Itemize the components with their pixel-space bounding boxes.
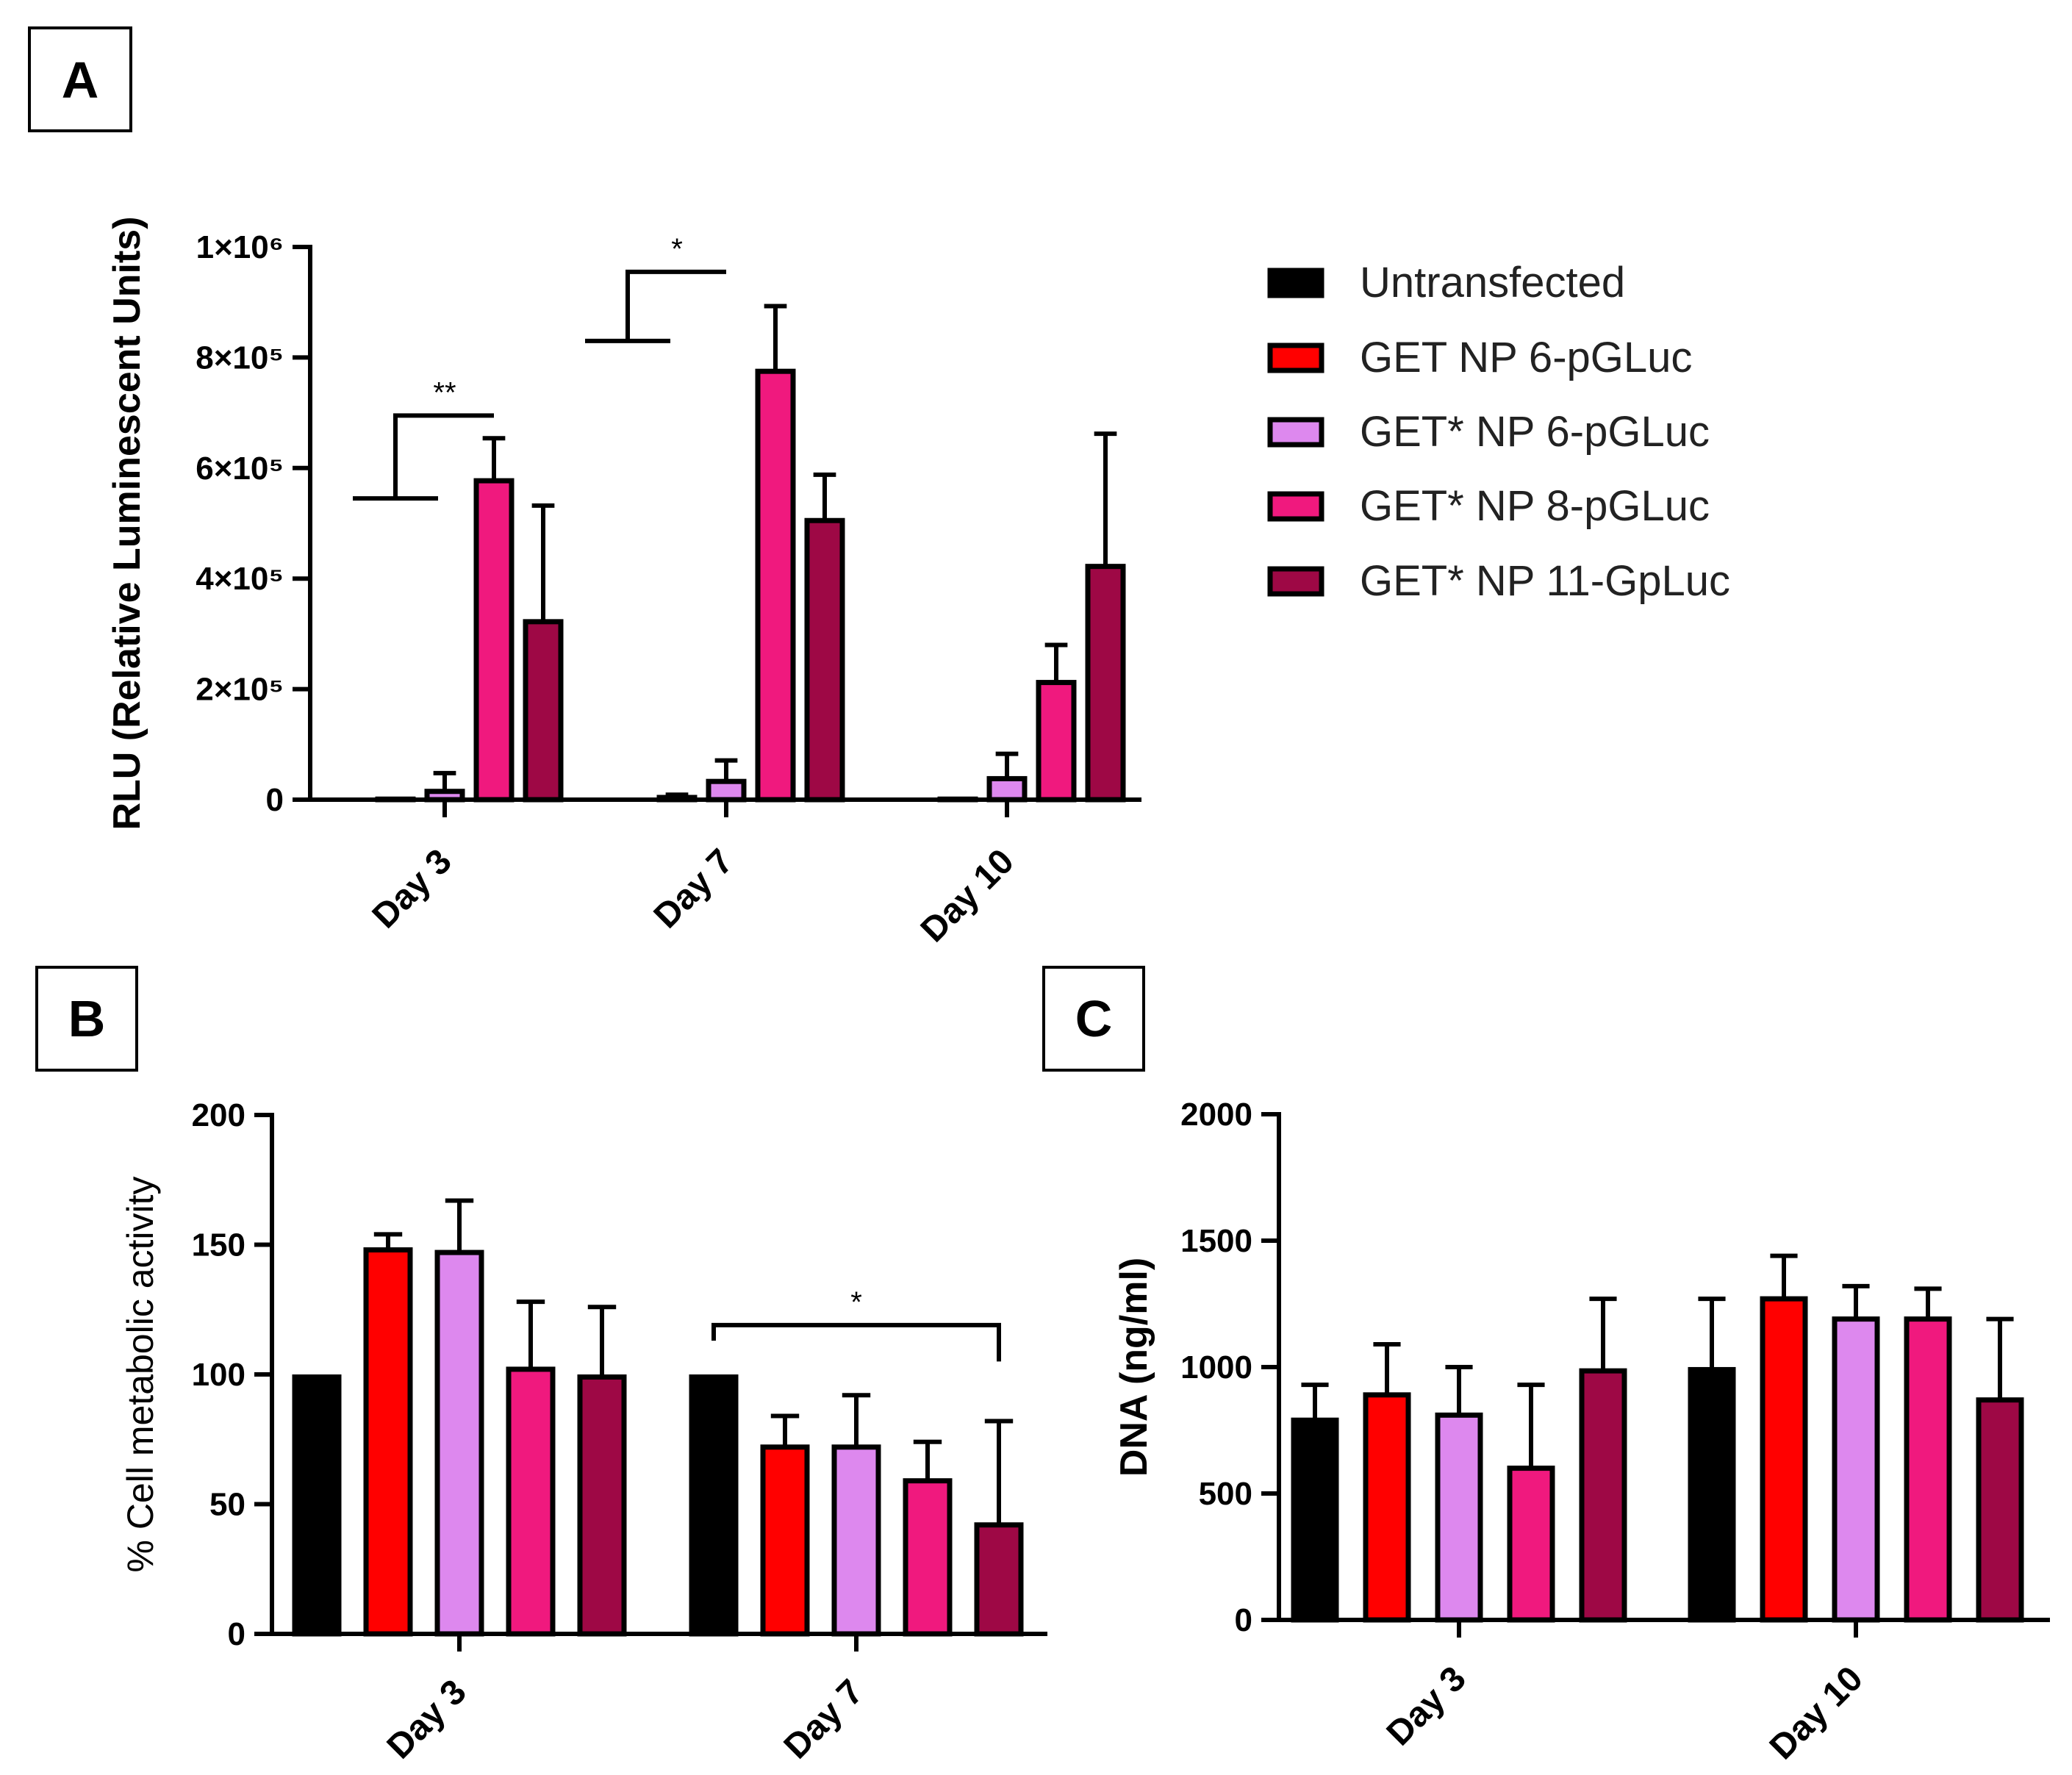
bar-get-star-np-11-gpluc-day-10: [1085, 564, 1126, 803]
bar-get-star-np-6-pgluc-day-7: [831, 1444, 881, 1637]
legend-label: GET NP 6-pGLuc: [1360, 334, 1692, 381]
significance-label: *: [671, 233, 683, 265]
bar-untransfected-day-3: [1291, 1417, 1339, 1623]
legend-item: GET* NP 6-pGLuc: [1267, 408, 1710, 456]
legend-swatch-get-star-np-8: [1267, 491, 1324, 522]
y-axis-title: % Cell metabolic activity: [120, 1176, 161, 1572]
bar-get-star-np-8-pgluc-day-3: [506, 1366, 556, 1637]
bar-get-star-np-8-pgluc-day-7: [903, 1478, 953, 1637]
bar-untransfected-day-3: [292, 1374, 342, 1637]
legend-item: GET* NP 8-pGLuc: [1267, 482, 1710, 530]
x-category-label: Day 7: [647, 842, 741, 936]
bar-get-np-6-pgluc-day-7: [760, 1444, 810, 1637]
y-tick-label: 0: [228, 1616, 245, 1652]
y-tick-label: 4×10⁵: [196, 561, 284, 597]
bar-get-star-np-11-gpluc-day-3: [523, 619, 564, 803]
bar-get-star-np-8-pgluc-day-3: [473, 478, 515, 803]
legend-item: GET* NP 11-GpLuc: [1267, 557, 1730, 605]
x-category-label: Day 3: [1380, 1659, 1474, 1753]
bar-get-star-np-11-gpluc-day-7: [804, 517, 845, 803]
bar-get-np-6-pgluc-day-3: [1363, 1392, 1411, 1623]
legend-label: Untransfected: [1360, 259, 1625, 306]
legend-label: GET* NP 6-pGLuc: [1360, 408, 1710, 456]
bar-get-np-6-pgluc-day-10: [1760, 1296, 1808, 1623]
panel-label-c: C: [1042, 966, 1145, 1072]
y-tick-label: 6×10⁵: [196, 451, 284, 487]
significance-bracket: [711, 1322, 1001, 1362]
bar-get-star-np-6-pgluc-day-7: [706, 778, 747, 803]
panel-label-b: B: [35, 966, 138, 1072]
legend-swatch-get-star-np-11: [1267, 566, 1324, 597]
x-category-label: Day 3: [365, 842, 459, 936]
y-tick-label: 150: [192, 1227, 245, 1263]
legend: Untransfected GET NP 6-pGLuc GET* NP 6-p…: [1267, 259, 1730, 605]
legend-swatch-get-np-6: [1267, 343, 1324, 373]
chart-a-rlu: 0 2×10⁵ 4×10⁵ 6×10⁵ 8×10⁵ 1×10⁶ RLU (Relative …: [106, 216, 1141, 950]
panel-letter-c: C: [1075, 990, 1113, 1047]
legend-swatch-get-star-np-6: [1267, 417, 1324, 448]
y-tick-label: 200: [192, 1097, 245, 1133]
legend-item: Untransfected: [1267, 259, 1625, 306]
y-tick-label: 1000: [1180, 1349, 1252, 1385]
bar-get-star-np-6-pgluc-day-10: [986, 775, 1028, 803]
significance-bracket: [393, 413, 494, 499]
y-tick-label: 2×10⁵: [196, 672, 284, 708]
panel-letter-a: A: [62, 51, 99, 109]
bar-get-star-np-11-gpluc-day-10: [1976, 1397, 2024, 1623]
y-tick-label: 1×10⁶: [196, 229, 284, 265]
y-tick-label: 0: [266, 782, 284, 818]
bar-get-star-np-8-pgluc-day-7: [755, 368, 796, 803]
y-tick-label: 2000: [1180, 1097, 1252, 1133]
bar-get-star-np-6-pgluc-day-10: [1832, 1316, 1880, 1623]
legend-label: GET* NP 8-pGLuc: [1360, 482, 1710, 530]
x-category-label: Day 7: [777, 1672, 871, 1766]
legend-label: GET* NP 11-GpLuc: [1360, 557, 1730, 605]
bar-get-np-6-pgluc-day-3: [363, 1247, 413, 1637]
significance-label: *: [850, 1286, 862, 1319]
y-tick-label: 1500: [1180, 1223, 1252, 1259]
legend-swatch-untransfected: [1267, 268, 1324, 298]
y-tick-label: 500: [1199, 1476, 1252, 1512]
significance-bracket: [625, 269, 726, 341]
bar-get-star-np-8-pgluc-day-3: [1507, 1466, 1555, 1623]
bar-get-star-np-11-gpluc-day-3: [577, 1374, 627, 1637]
bar-untransfected-day-7: [689, 1374, 739, 1637]
bar-get-star-np-11-gpluc-day-7: [974, 1522, 1024, 1637]
panel-letter-b: B: [68, 990, 106, 1047]
bar-get-star-np-11-gpluc-day-3: [1579, 1368, 1627, 1623]
panel-label-a: A: [28, 26, 132, 132]
x-category-label: Day 3: [380, 1672, 474, 1766]
y-tick-label: 8×10⁵: [196, 340, 284, 376]
x-category-label: Day 10: [1763, 1659, 1871, 1767]
y-axis-title: RLU (Relative Luminescent Units): [106, 216, 148, 830]
x-category-label: Day 10: [914, 842, 1022, 950]
y-tick-label: 50: [209, 1487, 245, 1523]
bar-get-star-np-6-pgluc-day-3: [1435, 1412, 1483, 1623]
significance-label: **: [433, 376, 456, 409]
bar-get-star-np-8-pgluc-day-10: [1904, 1316, 1952, 1623]
bar-untransfected-day-10: [1688, 1366, 1736, 1623]
bar-get-star-np-6-pgluc-day-3: [434, 1249, 484, 1637]
legend-item: GET NP 6-pGLuc: [1267, 334, 1692, 381]
bar-get-star-np-8-pgluc-day-10: [1036, 680, 1077, 803]
chart-c-dna: 0 500 1000 1500 2000 DNA (ng/ml) Day 3 Day 10: [1113, 1097, 2050, 1767]
y-axis-title: DNA (ng/ml): [1113, 1258, 1155, 1477]
y-tick-label: 0: [1235, 1602, 1252, 1638]
y-tick-label: 100: [192, 1357, 245, 1393]
chart-b-metabolic-activity: 0 50 100 150 200 % Cell metabolic activity Day…: [120, 1097, 1047, 1766]
